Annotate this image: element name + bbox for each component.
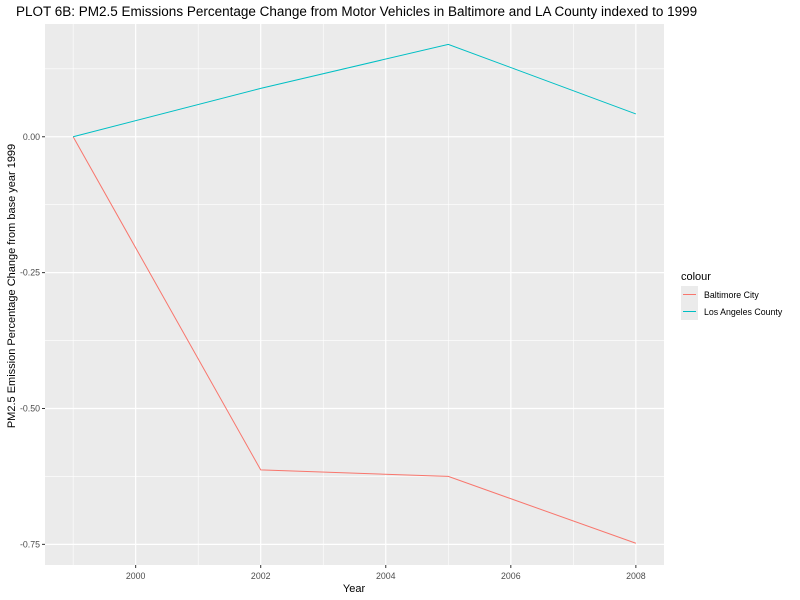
- x-axis-title: Year: [343, 583, 366, 595]
- chart-title: PLOT 6B: PM2.5 Emissions Percentage Chan…: [16, 4, 698, 19]
- x-tick-label: 2006: [501, 571, 521, 581]
- legend-label-los-angeles-county: Los Angeles County: [704, 307, 783, 317]
- y-tick-label: -0.75: [20, 539, 40, 549]
- y-tick-label: 0.00: [23, 132, 40, 142]
- series-lines: [72, 43, 637, 544]
- tick-labels: 2000 2002 2004 2006 2008 0.00 -0.25 -0.50 -0.75: [20, 132, 646, 581]
- x-tick-label: 2002: [251, 571, 271, 581]
- series-line-los-angeles-county: [73, 43, 637, 138]
- plot-panel: [45, 24, 664, 565]
- series-line-baltimore-city: [72, 136, 637, 544]
- x-tick-label: 2000: [126, 571, 146, 581]
- y-axis-title: PM2.5 Emission Percentage Change from ba…: [6, 144, 18, 428]
- y-tick-label: -0.50: [20, 403, 40, 413]
- minor-gridlines: [45, 24, 664, 565]
- x-tick-label: 2008: [626, 571, 646, 581]
- legend: colour Baltimore City Los Angeles County: [681, 271, 783, 320]
- major-gridlines: [45, 24, 664, 565]
- axis-ticks: [42, 136, 637, 568]
- x-tick-label: 2004: [376, 571, 396, 581]
- y-tick-label: -0.25: [20, 268, 40, 278]
- legend-title: colour: [681, 271, 711, 283]
- legend-label-baltimore-city: Baltimore City: [704, 290, 759, 300]
